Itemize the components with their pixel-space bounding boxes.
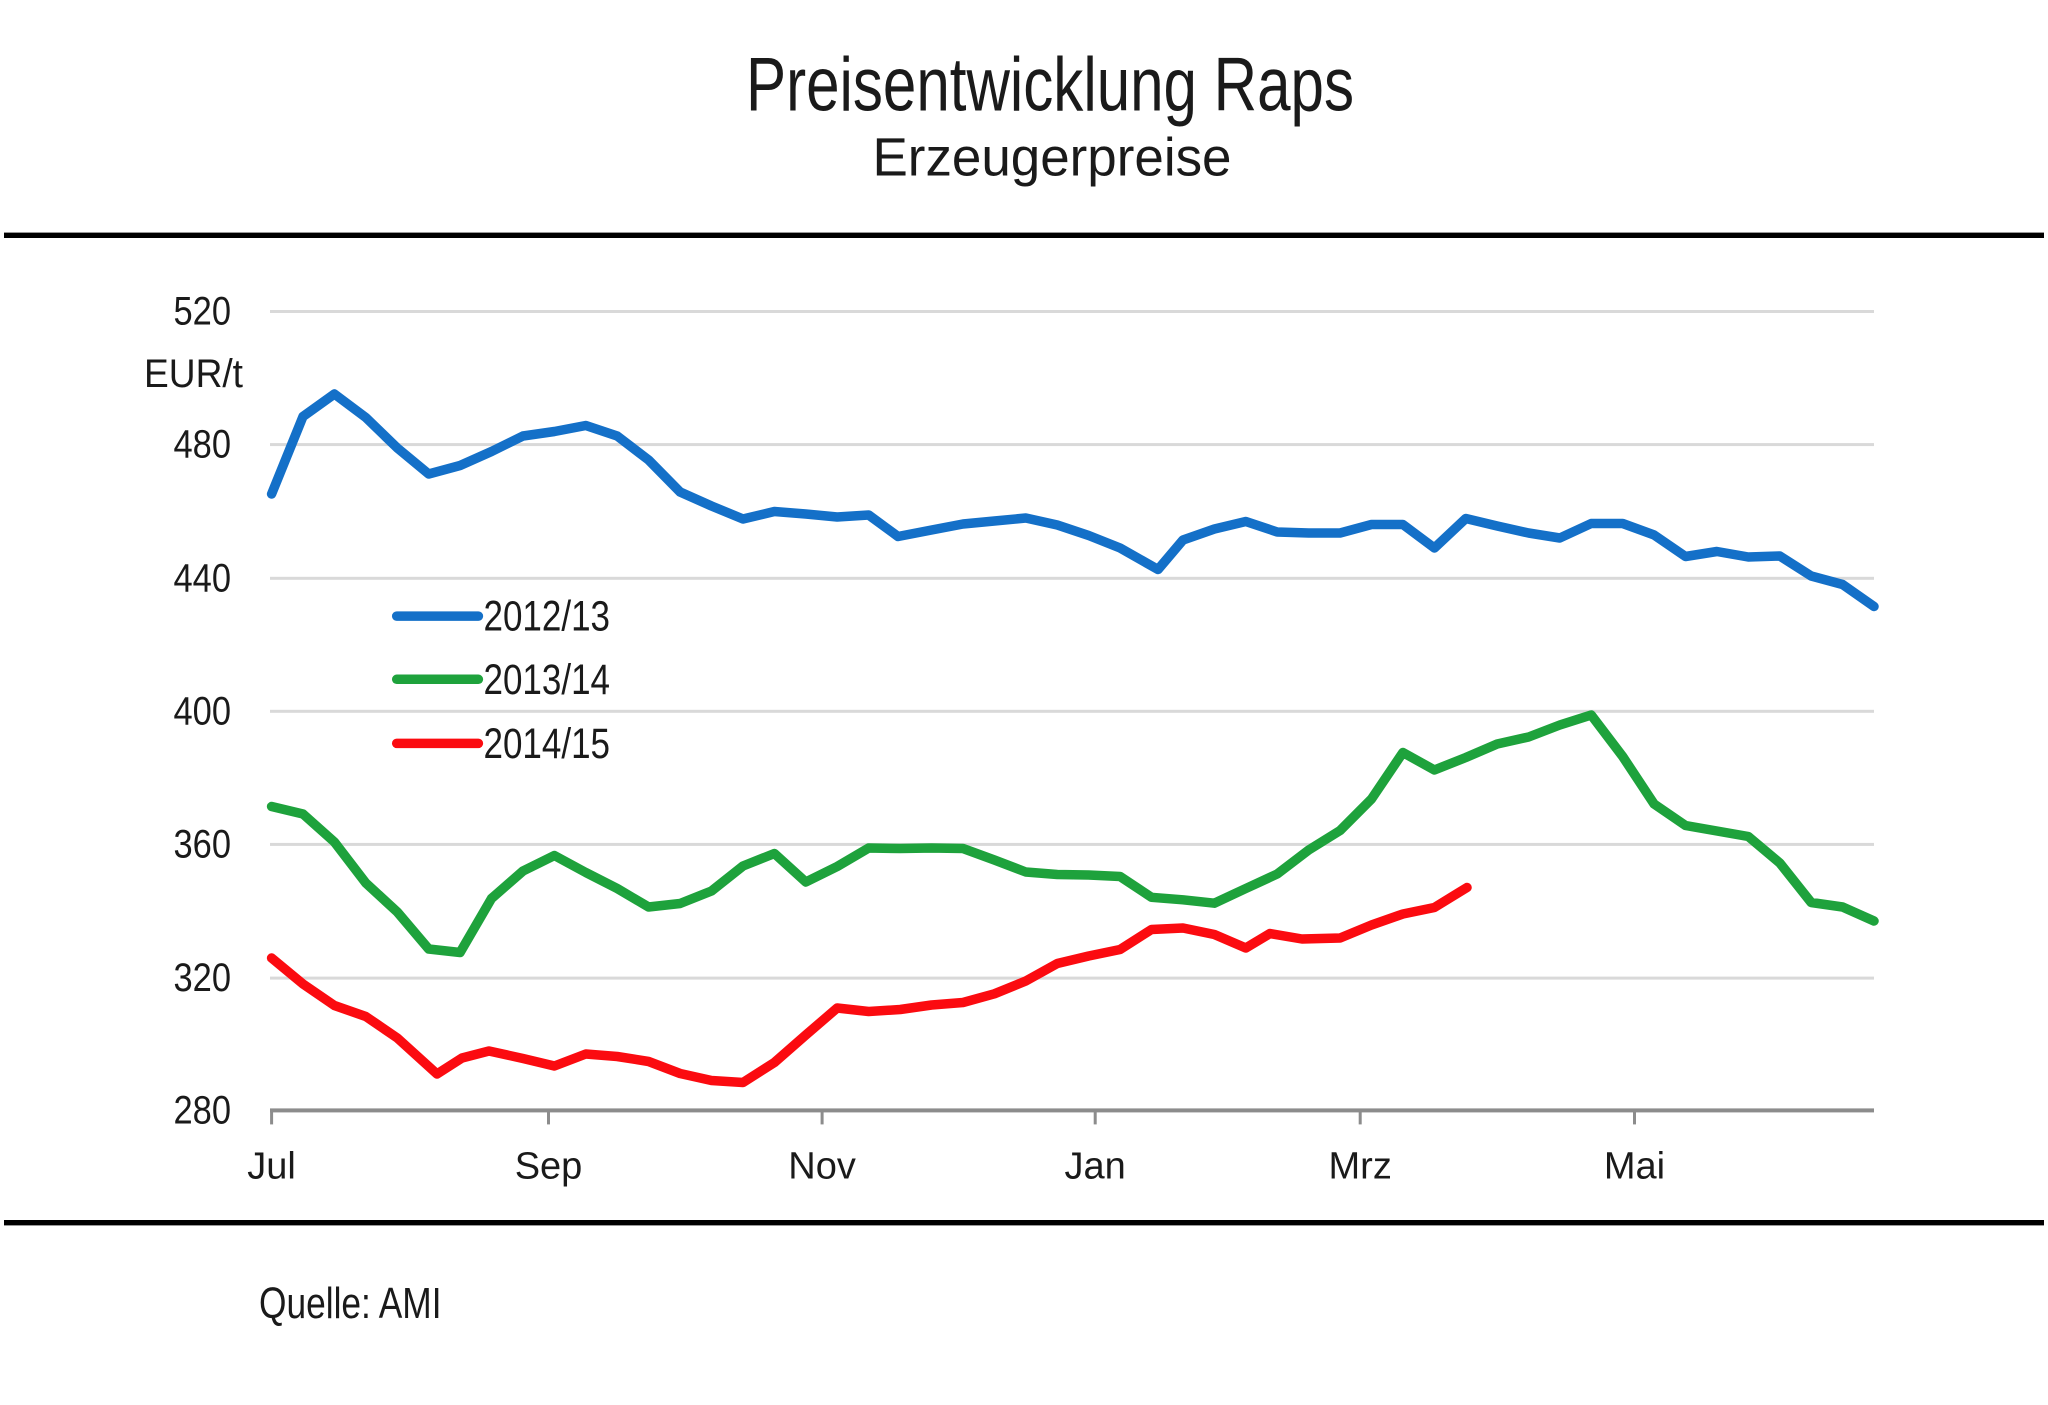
svg-text:Nov: Nov [788,1146,856,1188]
svg-text:360: 360 [174,822,232,866]
svg-text:2014/15: 2014/15 [484,720,611,768]
svg-text:2013/14: 2013/14 [484,656,611,704]
svg-text:440: 440 [174,556,232,600]
svg-text:Mai: Mai [1604,1146,1665,1188]
svg-text:Sep: Sep [515,1146,583,1188]
svg-text:400: 400 [174,689,232,733]
svg-text:Jul: Jul [247,1146,296,1188]
svg-text:Erzeugerpreise: Erzeugerpreise [873,128,1232,188]
svg-text:EUR/t: EUR/t [144,352,243,396]
svg-text:Quelle: AMI: Quelle: AMI [259,1279,442,1328]
svg-text:Mrz: Mrz [1329,1146,1392,1188]
svg-text:280: 280 [174,1088,232,1132]
svg-text:320: 320 [174,956,232,1000]
svg-text:Jan: Jan [1065,1146,1126,1188]
svg-text:480: 480 [174,423,232,467]
svg-text:520: 520 [174,290,232,334]
svg-text:Preisentwicklung Raps: Preisentwicklung Raps [746,43,1354,128]
svg-text:2012/13: 2012/13 [484,593,611,641]
